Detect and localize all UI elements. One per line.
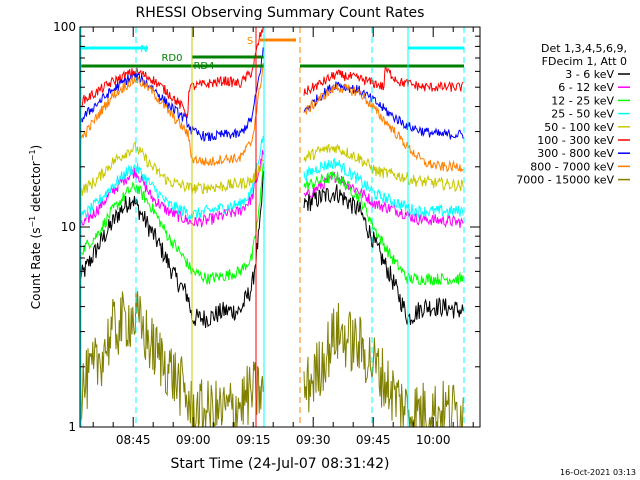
y-label-part: detector (29, 161, 43, 216)
x-tick-label: 09:15 (236, 433, 271, 447)
x-tick-label: 09:30 (296, 433, 331, 447)
x-tick-label: 10:00 (416, 433, 451, 447)
legend-label: 6 - 12 keV (558, 81, 614, 94)
legend-label: 800 - 7000 keV (530, 160, 614, 173)
flag-label: RD0 (161, 53, 182, 64)
flag-label: RD4 (193, 61, 214, 72)
y-label-part: Count Rate (s (29, 228, 43, 310)
series-line (79, 63, 464, 173)
legend-label: 3 - 6 keV (565, 68, 614, 81)
x-axis-label: Start Time (24-Jul-07 08:31:42) (170, 456, 389, 472)
legend-label: 50 - 100 keV (544, 121, 614, 134)
x-axis: 08:45 09:00 09:15 09:30 09:45 10:00 (92, 27, 474, 447)
chart-title: RHESSI Observing Summary Count Rates (136, 5, 425, 21)
state-flags: N RD0 RD4 S (80, 36, 464, 72)
y-axis: 1 10 100 (53, 20, 480, 434)
legend: Det 1,3,4,5,6,9, FDecim 1, Att 0 3 - 6 k… (516, 42, 630, 187)
event-lines (80, 27, 465, 427)
timestamp: 16-Oct-2021 03:13 (560, 468, 636, 477)
y-tick-label: 1 (68, 420, 76, 434)
y-axis-label: Count Rate (s−1 detector−1) (28, 145, 43, 309)
legend-label: 7000 - 15000 keV (516, 174, 614, 187)
series-line (79, 136, 464, 225)
legend-label: 25 - 50 keV (551, 108, 614, 121)
y-label-exponent: −1 (28, 149, 37, 161)
legend-header-line: FDecim 1, Att 0 (542, 55, 627, 68)
series-line (79, 170, 464, 329)
flag-label: N (140, 44, 147, 55)
y-tick-label: 100 (53, 20, 76, 34)
y-label-part: ) (29, 145, 43, 150)
series-line (79, 163, 464, 287)
y-tick-label: 10 (61, 220, 76, 234)
series-line (79, 26, 464, 119)
legend-label: 300 - 800 keV (537, 147, 614, 160)
flag-label: S (247, 36, 253, 47)
legend-label: 12 - 25 keV (551, 94, 614, 107)
x-tick-label: 08:45 (116, 433, 151, 447)
x-tick-label: 09:45 (356, 433, 391, 447)
legend-header-line: Det 1,3,4,5,6,9, (541, 42, 627, 55)
x-tick-label: 09:00 (176, 433, 211, 447)
series-line (79, 290, 464, 428)
y-label-exponent: −1 (28, 216, 37, 228)
data-traces (79, 26, 464, 428)
series-line (79, 141, 464, 197)
legend-label: 100 - 300 keV (537, 134, 614, 147)
